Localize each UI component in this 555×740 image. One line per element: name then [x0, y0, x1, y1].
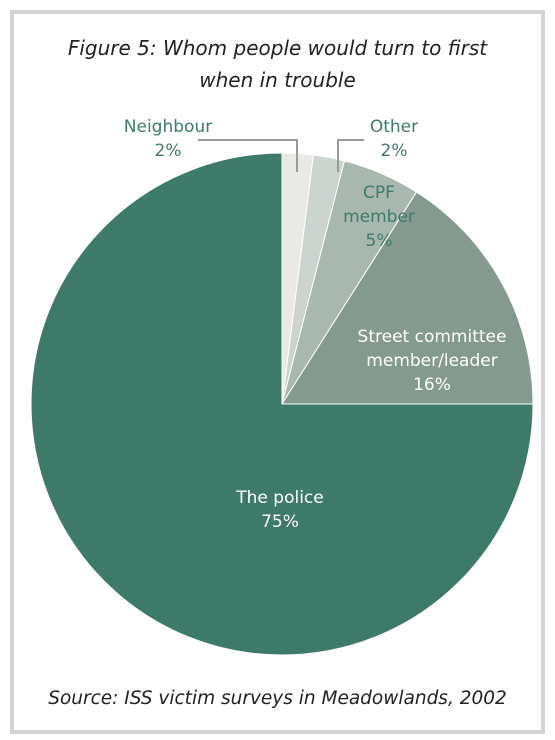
- pie-slice-4: [30, 152, 534, 656]
- slice-label-4: The police: [235, 488, 323, 508]
- leader-line-1: [337, 139, 364, 172]
- slice-label-2: member: [343, 207, 415, 227]
- slice-value-label-1: 2%: [381, 141, 408, 161]
- slice-label-1: Other: [370, 117, 418, 137]
- pie-slice-3: [281, 191, 534, 405]
- slice-label-2: CPF: [363, 183, 395, 203]
- slice-value-label-0: 2%: [155, 141, 182, 161]
- chart-source: Source: ISS victim surveys in Meadowland…: [48, 688, 507, 709]
- slice-label-0: Neighbour: [124, 117, 212, 137]
- slice-value-label-3: 16%: [413, 375, 451, 395]
- slice-value-label-4: 75%: [261, 512, 299, 532]
- chart-title-line-2: when in trouble: [199, 68, 356, 92]
- chart-title-line-1: Figure 5: Whom people would turn to firs…: [67, 36, 488, 60]
- slice-value-label-2: 5%: [366, 231, 393, 251]
- slice-label-3: member/leader: [366, 351, 497, 371]
- slice-label-3: Street committee: [358, 327, 507, 347]
- leader-line-0: [198, 139, 298, 172]
